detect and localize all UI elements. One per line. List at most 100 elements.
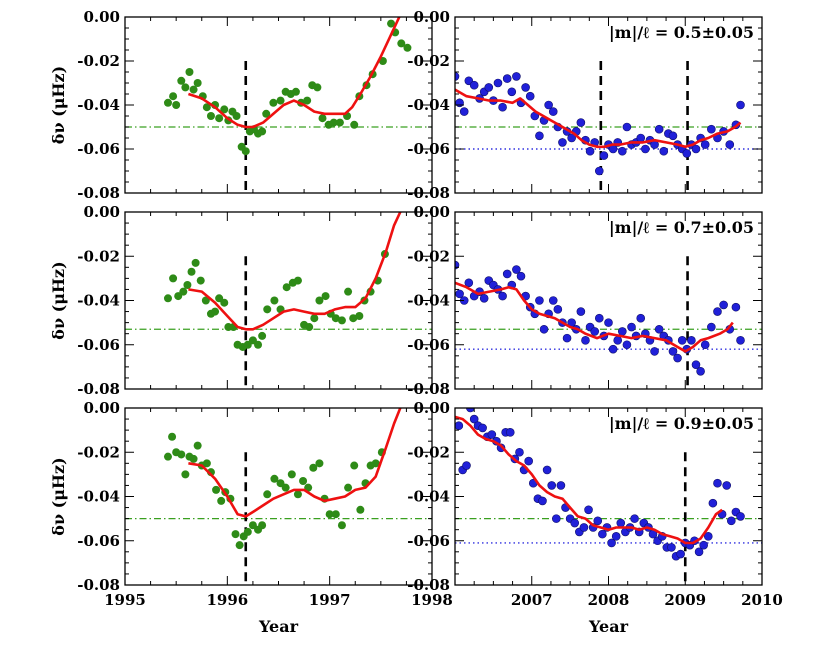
data-point (163, 98, 172, 107)
data-point (235, 541, 244, 550)
data-point (636, 133, 646, 143)
y-tick-label: -0.02 (77, 52, 120, 70)
y-tick-label: -0.06 (407, 532, 450, 550)
data-point (590, 327, 599, 336)
x-tick-label: 2009 (664, 591, 706, 609)
data-point (725, 140, 735, 149)
panel-left-bot: 0.00 -0.02 -0.04 -0.06 -0.08 1995 1996 1997 1998… (49, 399, 453, 636)
data-point (599, 151, 609, 160)
data-point (305, 323, 314, 332)
data-point (315, 459, 324, 468)
data-point (263, 490, 272, 499)
data-point (553, 305, 563, 314)
x-axis-title: Year (588, 617, 629, 636)
data-point (201, 296, 210, 305)
data-point (281, 483, 290, 492)
data-point (618, 327, 627, 336)
data-point (303, 96, 312, 105)
data-point (403, 43, 412, 52)
panel-right-bot: 0.00 -0.02 -0.04 -0.06 -0.08 2007 2008 2009 2010… (407, 399, 783, 636)
y-tick-label: -0.04 (407, 488, 450, 506)
data-point (331, 314, 340, 323)
data-point (613, 336, 623, 345)
y-tick-label: -0.08 (407, 576, 450, 594)
data-point (185, 68, 194, 76)
data-point (206, 112, 215, 120)
data-point (254, 340, 263, 349)
data-point (479, 293, 489, 303)
data-point (736, 336, 745, 345)
x-tick-label: 1995 (104, 591, 146, 609)
x-axis-title: Year (258, 617, 299, 636)
data-point (189, 85, 198, 94)
data-point (493, 78, 503, 88)
data-point (736, 100, 745, 110)
x-tick-label: 1996 (206, 591, 248, 609)
y-tick-label: -0.04 (407, 292, 450, 310)
data-point (270, 474, 279, 483)
data-point (548, 296, 558, 305)
data-point (179, 287, 188, 296)
y-tick-label: -0.04 (77, 488, 120, 506)
data-point (539, 324, 549, 334)
points (163, 250, 389, 351)
data-point (594, 166, 604, 176)
data-point (269, 98, 278, 107)
data-point (677, 336, 687, 345)
y-tick-label: -0.08 (77, 184, 120, 202)
data-point (387, 19, 396, 28)
x-tick-label: 1998 (411, 591, 453, 609)
data-point (202, 103, 211, 112)
data-point (258, 127, 267, 136)
data-point (202, 459, 211, 468)
y-tick-label: 0.00 (413, 203, 450, 221)
y-axis-title: δν (μHz) (49, 261, 68, 339)
data-point (594, 313, 604, 323)
smoothed-curve (187, 17, 401, 129)
data-point (293, 490, 302, 499)
plot-frame (454, 211, 763, 390)
panel-left-mid: 0.00 -0.02 -0.04 -0.06 -0.08 δν (μHz) (49, 203, 433, 398)
data-point (282, 283, 291, 292)
data-point (397, 39, 406, 48)
data-point (181, 470, 190, 479)
data-point (584, 505, 593, 515)
data-point (310, 314, 319, 323)
data-point (469, 80, 479, 90)
data-point (570, 518, 580, 528)
y-axis-title: δν (μHz) (49, 457, 68, 535)
data-point (607, 538, 616, 548)
data-point (598, 529, 607, 539)
data-point (169, 92, 178, 101)
data-point (538, 496, 547, 506)
data-point (212, 485, 221, 494)
y-tick-label: -0.08 (77, 380, 120, 398)
data-point (567, 133, 576, 143)
y-tick-label: -0.02 (407, 52, 450, 70)
data-point (466, 408, 475, 413)
data-point (349, 314, 358, 323)
data-point (505, 428, 515, 437)
data-point (484, 83, 494, 92)
points (455, 72, 745, 176)
data-point (193, 441, 202, 450)
data-point (736, 512, 745, 521)
data-point (455, 421, 464, 430)
data-point (498, 291, 507, 301)
data-point (193, 79, 202, 87)
data-point (622, 340, 632, 350)
y-tick-label: 0.00 (413, 399, 450, 417)
data-point (177, 76, 186, 85)
data-point (263, 305, 272, 314)
y-tick-label: -0.02 (77, 443, 120, 461)
data-point (318, 114, 327, 123)
data-point (258, 331, 267, 340)
data-point (262, 109, 271, 118)
data-point (659, 146, 669, 156)
y-tick-label: -0.06 (407, 140, 450, 158)
data-point (673, 353, 682, 363)
x-tick-label: 1997 (309, 591, 351, 609)
points (163, 19, 412, 156)
smoothed-curve (188, 212, 402, 331)
smoothed-curve (455, 88, 742, 149)
